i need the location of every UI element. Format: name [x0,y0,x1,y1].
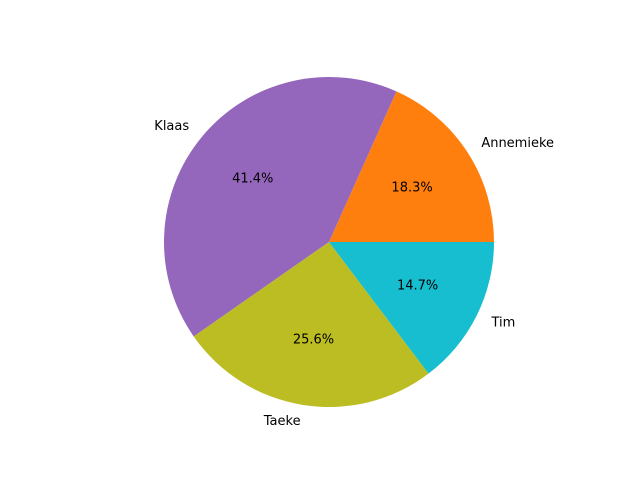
pie-slice-taeke [193,242,429,407]
slice-label-klaas: Klaas [154,119,189,134]
slice-percent-annemieke: 18.3% [391,181,432,196]
slice-percent-tim: 14.7% [397,279,438,294]
pie-slice-klaas [164,77,397,337]
pie-labels: Annemieke 18.3% Klaas 41.4% Taeke 25.6% Tim 14.… [154,119,554,429]
slice-percent-taeke: 25.6% [293,332,334,347]
slice-label-taeke: Taeke [263,414,301,429]
pie-slice-annemieke [329,91,494,243]
pie-slices [164,77,494,407]
slice-label-annemieke: Annemieke [481,136,554,151]
pie-slice-tim [329,242,494,374]
slice-label-tim: Tim [490,315,515,330]
slice-percent-klaas: 41.4% [232,171,273,186]
